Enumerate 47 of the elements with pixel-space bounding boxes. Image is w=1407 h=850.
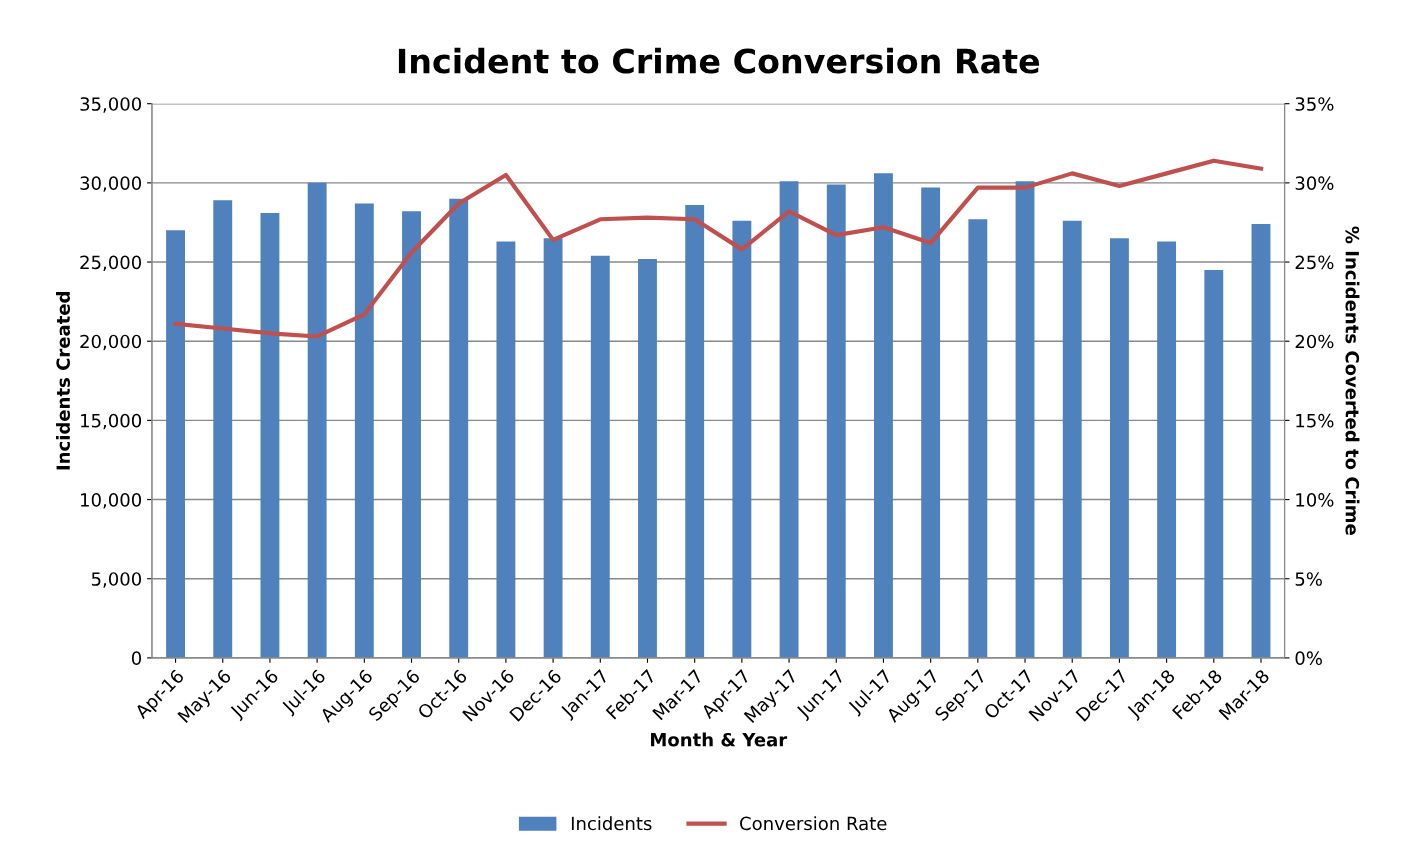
y-tick-label: 30,000 [80,176,142,192]
bar [779,181,799,658]
bar [307,182,327,658]
y2-tick-label: 15% [1296,413,1334,428]
y2-tick-label: 10% [1296,493,1334,507]
bar [874,173,893,658]
y2-tick-label: 0% [1295,651,1322,666]
chart-title: Incident to Crime Conversion Rate [398,47,1040,74]
bar [968,219,988,658]
y-tick-label: 10,000 [81,493,142,509]
bar [590,255,610,658]
y-tick-label: 35,000 [80,97,142,113]
bar [638,258,657,658]
line-series [173,158,1264,339]
bar [1109,238,1129,658]
bar [826,184,846,658]
bar [1251,224,1271,658]
y-tick-label: 20,000 [80,334,142,351]
bar [213,200,233,658]
bar [449,198,469,658]
bar [732,220,752,658]
y-axis-title: Incidents Created [56,292,70,470]
bar [1062,220,1082,658]
bar [921,187,941,658]
legend-label: Conversion Rate [740,816,887,831]
bar [543,238,563,658]
y-tick-label: 0 [131,651,142,666]
y2-tick-label: 30% [1295,176,1334,190]
x-axis-title: Month & Year [651,732,788,747]
y2-axis-title: % Incidents Coverted to Crime [1345,226,1360,535]
y-tick-label: 5,000 [91,572,142,588]
y-tick-label: 15,000 [81,413,142,430]
bar [496,241,516,658]
bar [685,205,705,658]
bar [1157,241,1177,658]
y2-tick-label: 25% [1295,255,1334,270]
legend-label: Incidents [571,816,652,831]
bar [260,212,280,658]
bar [354,203,374,658]
y2-tick-label: 35% [1295,97,1334,111]
bar [402,211,421,658]
y2-tick-label: 20% [1295,334,1334,349]
bar [166,230,185,658]
y-tick-label: 25,000 [80,255,142,271]
bar [1204,269,1224,658]
y2-tick-label: 5% [1295,572,1322,586]
bar [1015,181,1035,658]
